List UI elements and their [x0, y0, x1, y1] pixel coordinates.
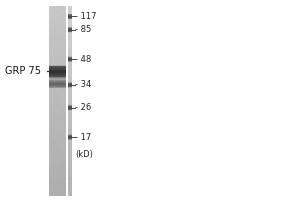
Text: - 34: - 34 [76, 80, 92, 89]
Text: - 85: - 85 [76, 25, 92, 34]
Text: - 17: - 17 [76, 133, 92, 142]
Text: GRP 75: GRP 75 [5, 66, 41, 76]
Text: - 48: - 48 [76, 55, 92, 64]
Text: - 26: - 26 [76, 103, 92, 112]
Text: (kD): (kD) [76, 150, 93, 159]
Text: - 117: - 117 [76, 12, 97, 21]
